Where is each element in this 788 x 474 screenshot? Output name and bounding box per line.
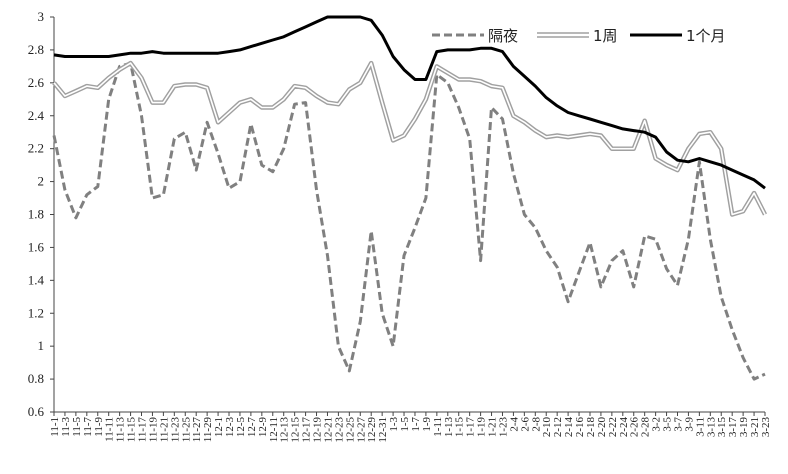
x-tick-label: 2-4 bbox=[508, 417, 520, 432]
x-tick-label: 3-23 bbox=[760, 417, 772, 438]
x-tick-label: 11-23 bbox=[169, 417, 181, 443]
y-tick-label: 2.8 bbox=[28, 42, 44, 57]
x-tick-label: 11-29 bbox=[202, 417, 214, 443]
x-tick-label: 11-5 bbox=[71, 417, 83, 437]
y-tick-label: 2.2 bbox=[28, 141, 44, 156]
series-line-1w-inner bbox=[53, 62, 766, 216]
x-axis-ticks: 11-111-311-511-711-911-1111-1311-1511-17… bbox=[49, 412, 772, 443]
legend-label-overnight: 隔夜 bbox=[488, 27, 518, 45]
x-tick-label: 2-22 bbox=[607, 417, 619, 437]
legend: 隔夜 1周 1个月 bbox=[432, 27, 726, 45]
x-tick-label: 3-9 bbox=[683, 417, 695, 432]
series-line-1m bbox=[53, 15, 766, 190]
x-tick-label: 12-21 bbox=[322, 417, 334, 443]
x-tick-label: 12-11 bbox=[268, 417, 280, 442]
y-tick-label: 1.4 bbox=[28, 272, 45, 287]
x-tick-label: 3-11 bbox=[694, 417, 706, 437]
x-tick-label: 3-2 bbox=[651, 417, 663, 432]
series-line-overnight bbox=[52, 61, 766, 381]
x-tick-label: 2-28 bbox=[640, 417, 652, 438]
x-tick-label: 12-19 bbox=[312, 417, 324, 443]
x-tick-label: 12-25 bbox=[344, 417, 356, 443]
x-tick-label: 12-29 bbox=[366, 417, 378, 443]
y-tick-label: 1.8 bbox=[28, 207, 44, 222]
x-tick-label: 11-17 bbox=[137, 417, 149, 443]
x-tick-label: 3-7 bbox=[672, 417, 684, 432]
x-tick-label: 11-9 bbox=[93, 417, 105, 437]
x-tick-label: 1-17 bbox=[465, 417, 477, 438]
y-axis-ticks: 3 2.8 2.6 2.4 2.2 2 1.8 1.6 1.4 1.2 1 0.8 0.6 bbox=[28, 9, 54, 419]
y-tick-label: 0.6 bbox=[28, 404, 45, 419]
x-tick-label: 12-5 bbox=[235, 417, 247, 438]
legend-label-1w: 1周 bbox=[593, 27, 618, 45]
x-tick-label: 12-17 bbox=[301, 417, 313, 443]
y-tick-label: 3 bbox=[38, 9, 45, 24]
x-tick-label: 12-13 bbox=[279, 417, 291, 443]
x-tick-label: 1-3 bbox=[388, 417, 400, 432]
x-tick-label: 11-27 bbox=[191, 417, 203, 443]
x-tick-label: 11-19 bbox=[147, 417, 159, 443]
x-tick-label: 12-1 bbox=[213, 417, 225, 437]
x-tick-label: 3-19 bbox=[738, 417, 750, 438]
x-tick-label: 12-23 bbox=[333, 417, 345, 443]
x-tick-label: 1-21 bbox=[487, 417, 499, 437]
x-tick-label: 2-6 bbox=[519, 417, 531, 432]
x-tick-label: 11-3 bbox=[60, 417, 72, 437]
x-tick-label: 12-7 bbox=[246, 417, 258, 438]
x-tick-label: 1-23 bbox=[497, 417, 509, 438]
x-tick-label: 3-15 bbox=[716, 417, 728, 438]
x-tick-label: 2-26 bbox=[629, 417, 641, 438]
series-lines bbox=[52, 15, 768, 381]
x-tick-label: 12-15 bbox=[290, 417, 302, 443]
x-tick-label: 11-15 bbox=[126, 417, 138, 443]
x-tick-label: 11-1 bbox=[49, 417, 61, 437]
y-tick-label: 2.6 bbox=[28, 75, 45, 90]
y-tick-label: 2 bbox=[38, 174, 45, 189]
x-tick-label: 12-9 bbox=[257, 417, 269, 438]
x-tick-label: 2-20 bbox=[596, 417, 608, 438]
x-tick-label: 1-7 bbox=[410, 417, 422, 432]
x-tick-label: 11-7 bbox=[82, 417, 94, 437]
x-tick-label: 12-31 bbox=[377, 417, 389, 443]
x-tick-label: 3-17 bbox=[727, 417, 739, 438]
y-tick-label: 1 bbox=[38, 338, 45, 353]
x-tick-label: 2-18 bbox=[585, 417, 597, 438]
x-tick-label: 11-13 bbox=[115, 417, 127, 443]
x-tick-label: 2-8 bbox=[530, 417, 542, 432]
x-tick-label: 1-19 bbox=[476, 417, 488, 438]
y-tick-label: 1.2 bbox=[28, 305, 44, 320]
x-tick-label: 3-13 bbox=[705, 417, 717, 438]
x-tick-label: 2-16 bbox=[574, 417, 586, 438]
x-tick-label: 11-25 bbox=[180, 417, 192, 443]
x-tick-label: 2-12 bbox=[552, 417, 564, 437]
x-tick-label: 1-9 bbox=[421, 417, 433, 432]
x-tick-label: 1-5 bbox=[399, 417, 411, 432]
y-tick-label: 2.4 bbox=[28, 108, 45, 123]
x-tick-label: 1-11 bbox=[432, 417, 444, 437]
legend-label-1m: 1个月 bbox=[686, 27, 726, 45]
x-tick-label: 12-3 bbox=[224, 417, 236, 438]
x-tick-label: 11-21 bbox=[158, 417, 170, 442]
y-tick-label: 1.6 bbox=[28, 239, 45, 254]
x-tick-label: 1-13 bbox=[443, 417, 455, 438]
x-tick-label: 2-10 bbox=[541, 417, 553, 438]
x-tick-label: 1-15 bbox=[454, 417, 466, 438]
x-tick-label: 3-21 bbox=[749, 417, 761, 437]
x-tick-label: 11-11 bbox=[104, 417, 116, 442]
x-tick-label: 2-14 bbox=[563, 417, 575, 438]
y-tick-label: 0.8 bbox=[28, 371, 44, 386]
x-tick-label: 12-27 bbox=[355, 417, 367, 443]
x-tick-label: 2-24 bbox=[618, 417, 630, 438]
x-tick-label: 3-5 bbox=[662, 417, 674, 432]
